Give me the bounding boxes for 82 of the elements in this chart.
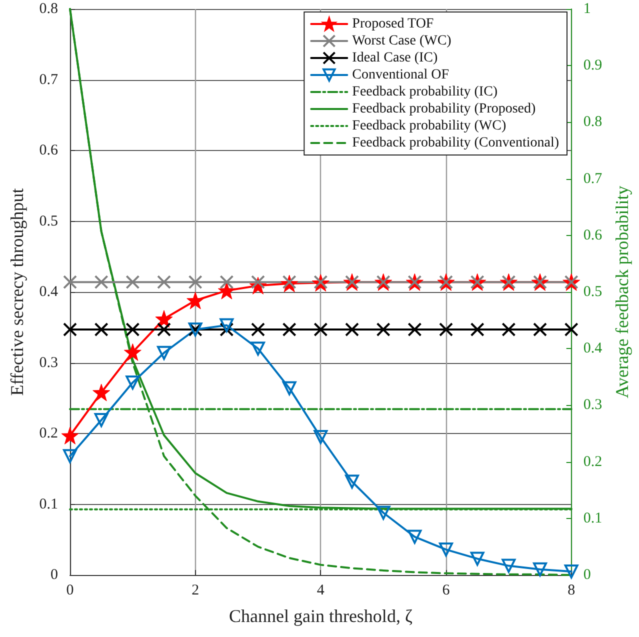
- x-tick-label: 0: [66, 582, 74, 598]
- y-tick-label: 0.2: [39, 426, 58, 442]
- point: [157, 275, 172, 290]
- point: [502, 322, 516, 336]
- y-tick-label: 0.6: [39, 142, 58, 158]
- point: [376, 506, 390, 520]
- x-tick-label: 2: [192, 582, 200, 598]
- point: [533, 562, 548, 576]
- point: [126, 322, 140, 336]
- point: [186, 292, 204, 310]
- point: [220, 275, 234, 290]
- legend-label: Ideal Case (IC): [352, 50, 438, 66]
- point: [439, 542, 454, 557]
- y-tick-label: 0.4: [39, 284, 58, 300]
- y2-tick-label: 0.6: [583, 227, 603, 244]
- y2-tick-label: 0.3: [583, 397, 602, 414]
- legend-label: Feedback probability (IC): [352, 84, 498, 100]
- y-tick-label: 0.7: [39, 72, 58, 88]
- legend-label: Feedback probability (WC): [352, 118, 506, 134]
- point: [157, 346, 172, 360]
- legend-label: Worst Case (WC): [352, 34, 452, 48]
- point: [408, 530, 422, 544]
- y-tick-label: 0.3: [39, 354, 58, 371]
- point: [314, 430, 328, 444]
- point: [61, 426, 79, 444]
- point: [314, 322, 328, 336]
- x-tick-label: 4: [316, 582, 325, 598]
- point: [345, 322, 360, 336]
- y-tick-label: 0.8: [39, 1, 58, 17]
- point: [251, 342, 266, 356]
- point: [564, 564, 578, 578]
- point: [564, 322, 578, 336]
- y2-tick-label: 1: [583, 1, 591, 17]
- point: [94, 322, 108, 336]
- y2-tick-label: 0.8: [583, 114, 602, 130]
- point: [251, 322, 266, 336]
- y2-tick-label: 0.1: [583, 510, 602, 526]
- x-tick-label: 8: [568, 582, 576, 598]
- point: [92, 384, 110, 402]
- point: [220, 322, 234, 336]
- point: [157, 322, 172, 336]
- point: [63, 275, 77, 290]
- y2-tick-label: 0.5: [583, 284, 602, 300]
- point: [218, 282, 236, 300]
- point: [220, 318, 234, 332]
- point: [126, 275, 140, 290]
- y2-tick-label: 0.9: [583, 58, 602, 74]
- point: [282, 275, 296, 290]
- point: [470, 552, 484, 566]
- point: [155, 310, 173, 328]
- point: [282, 322, 296, 336]
- point: [470, 322, 484, 336]
- legend-label: Proposed TOF: [352, 16, 434, 32]
- legend-label: Feedback probability (Conventional): [352, 136, 560, 150]
- y-tick-label: 0.5: [39, 213, 58, 230]
- point: [345, 474, 360, 489]
- point: [408, 322, 422, 336]
- point: [251, 275, 266, 290]
- legend-label: Feedback probability (Proposed): [352, 102, 536, 116]
- x-axis-title: Channel gain threshold, ζ: [228, 606, 413, 626]
- point: [439, 322, 454, 336]
- point: [126, 376, 140, 390]
- y2-tick-label: 0.7: [583, 170, 603, 187]
- point: [502, 558, 516, 573]
- point: [63, 449, 77, 464]
- y2-tick-label: 0.2: [583, 454, 602, 470]
- y-axis-title: Effective secrecy throughput: [7, 188, 27, 396]
- point: [376, 322, 390, 336]
- legend-label: Conventional OF: [352, 68, 450, 82]
- point: [533, 322, 548, 336]
- point: [188, 275, 202, 290]
- point: [94, 413, 108, 428]
- point: [94, 275, 108, 290]
- point: [63, 322, 77, 336]
- x-tick-label: 6: [442, 582, 450, 598]
- point: [124, 343, 142, 361]
- y2-tick-label: 0: [583, 567, 591, 583]
- y-tick-label: 0: [50, 567, 58, 583]
- point: [282, 381, 296, 396]
- y2-tick-label: 0.4: [583, 340, 603, 357]
- y2-axis-title: Average feedback probability: [612, 186, 632, 398]
- y-tick-label: 0.1: [39, 496, 58, 512]
